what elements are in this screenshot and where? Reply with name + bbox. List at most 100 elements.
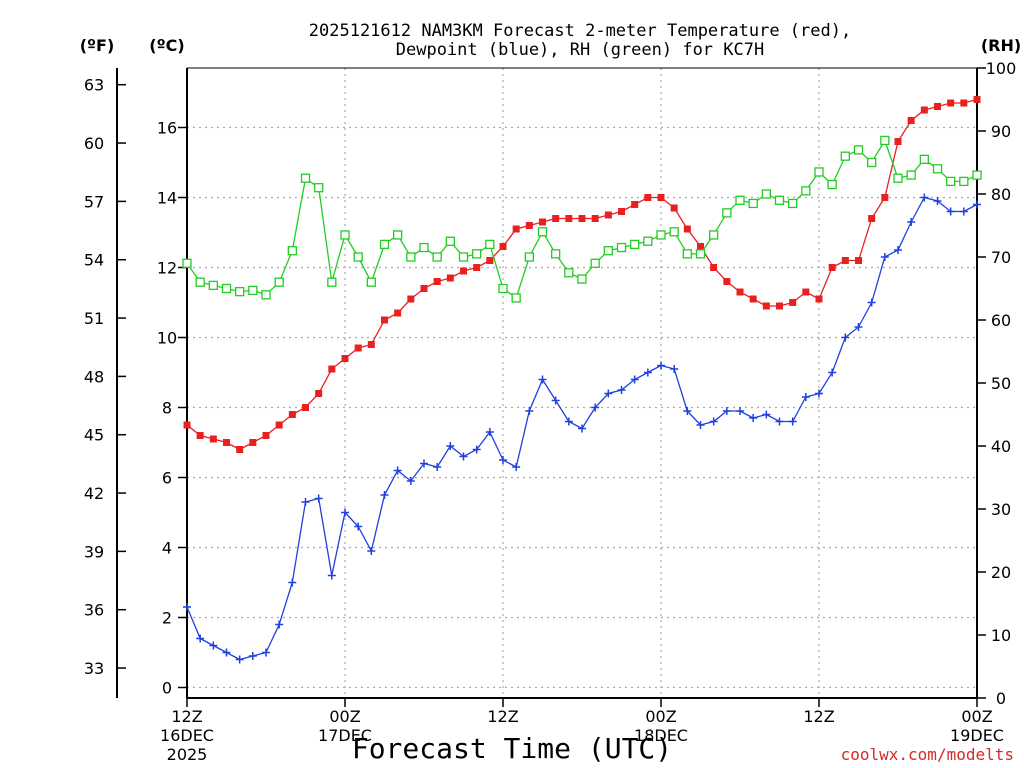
dewpoint-point	[867, 298, 876, 307]
fahrenheit-tick-label: 36	[84, 601, 104, 620]
rh-point	[393, 230, 403, 240]
dewpoint-point	[433, 463, 442, 471]
x-tick-label: 00Z	[329, 707, 360, 726]
fahrenheit-tick-label: 39	[84, 542, 104, 561]
dewpoint-point	[393, 466, 402, 475]
temperature-point	[407, 295, 415, 303]
rh-point	[643, 236, 653, 246]
fahrenheit-tick-label: 54	[84, 251, 104, 270]
x-tick-label: 16DEC	[160, 726, 214, 745]
temperature-point	[249, 439, 257, 446]
rh-tick-label: 90	[991, 122, 1011, 141]
temperature-point	[683, 225, 691, 233]
temperature-point	[512, 225, 520, 233]
x-tick-label: 17DEC	[318, 726, 372, 745]
x-axis-label: Forecast Time (UTC)	[352, 732, 672, 765]
temperature-point	[947, 99, 955, 107]
rh-point	[880, 135, 890, 146]
rh-point	[182, 258, 192, 268]
dewpoint-point	[459, 452, 468, 461]
temperature-point	[841, 257, 849, 264]
gridlines	[187, 68, 977, 698]
rh-point	[748, 198, 758, 209]
dewpoint-point	[722, 407, 731, 415]
x-tick-label: 19DEC	[950, 726, 1004, 745]
fahrenheit-unit-label: (ºF)	[80, 36, 115, 55]
rh-point	[511, 293, 521, 303]
dewpoint-point	[880, 253, 889, 261]
temperature-point	[815, 295, 823, 303]
rh-point	[366, 277, 376, 287]
rh-point	[709, 230, 719, 240]
rh-point	[498, 283, 508, 294]
fahrenheit-tick-label: 63	[84, 76, 104, 95]
celsius-tick-label: 16	[157, 119, 177, 138]
dewpoint-point	[828, 368, 837, 377]
rh-tick-label: 10	[991, 626, 1011, 645]
temperature-point	[302, 404, 309, 411]
temperature-point	[828, 264, 836, 271]
dewpoint-point	[248, 652, 257, 660]
rh-tick-label: 30	[991, 500, 1011, 519]
dewpoint-point	[670, 365, 679, 373]
dewpoint-point	[578, 424, 586, 433]
dewpoint-point	[314, 494, 323, 503]
rh-point	[235, 286, 245, 297]
x-tick-label: 00Z	[961, 707, 992, 726]
dewpoint-point	[485, 428, 494, 436]
rh-unit-label: (RH)	[981, 36, 1021, 55]
x-tick-label: 2025	[167, 745, 208, 764]
rh-tick-label: 70	[991, 248, 1011, 267]
rh-point	[551, 249, 561, 259]
rh-point	[906, 170, 916, 180]
temperature-point	[762, 302, 770, 310]
dewpoint-point	[288, 578, 297, 587]
celsius-tick-label: 6	[162, 469, 172, 488]
rh-tick-label: 100	[986, 59, 1017, 78]
temperature-point	[894, 138, 902, 145]
dewpoint-point	[380, 491, 389, 499]
dewpoint-point	[920, 193, 929, 202]
dewpoint-point	[341, 508, 349, 517]
temperature-point	[578, 215, 586, 222]
temperature-point	[710, 264, 718, 271]
rh-point	[314, 183, 324, 193]
temperature-point	[749, 295, 757, 303]
dewpoint-point	[643, 368, 652, 377]
x-tick-label: 12Z	[487, 707, 518, 726]
rh-point	[590, 258, 600, 268]
dewpoint-point	[907, 218, 916, 226]
rh-point	[867, 157, 877, 168]
temperature-point	[723, 278, 731, 285]
rh-point	[932, 164, 943, 174]
rh-point	[300, 173, 311, 183]
rh-point	[972, 170, 982, 180]
dewpoint-point	[406, 477, 415, 485]
rh-point	[682, 249, 692, 259]
temperature-point	[868, 215, 876, 222]
dewpoint-point	[551, 396, 560, 405]
temperature-point	[223, 439, 230, 446]
celsius-tick-label: 14	[157, 189, 177, 208]
temperature-point	[670, 204, 678, 212]
dewpoint-point	[604, 389, 613, 398]
rh-point	[221, 283, 232, 294]
rh-point	[801, 186, 811, 196]
dewpoint-point	[841, 333, 850, 342]
fahrenheit-tick-label: 45	[84, 426, 104, 445]
temperature-point	[460, 267, 467, 275]
rh-point	[616, 242, 627, 253]
dewpoint-point	[538, 375, 547, 384]
dewpoint-point	[775, 417, 784, 426]
dewpoint-point	[472, 445, 481, 454]
temperature-point	[394, 309, 402, 317]
temperature-point	[697, 243, 704, 250]
temperature-point	[367, 341, 375, 348]
dewpoint-point	[762, 410, 771, 419]
temperature-point	[196, 432, 204, 439]
rh-tick-label: 80	[991, 185, 1011, 204]
temperature-point	[262, 432, 270, 439]
rh-point	[774, 195, 785, 205]
dewpoint-point	[209, 641, 218, 650]
temperature-point	[499, 243, 507, 250]
